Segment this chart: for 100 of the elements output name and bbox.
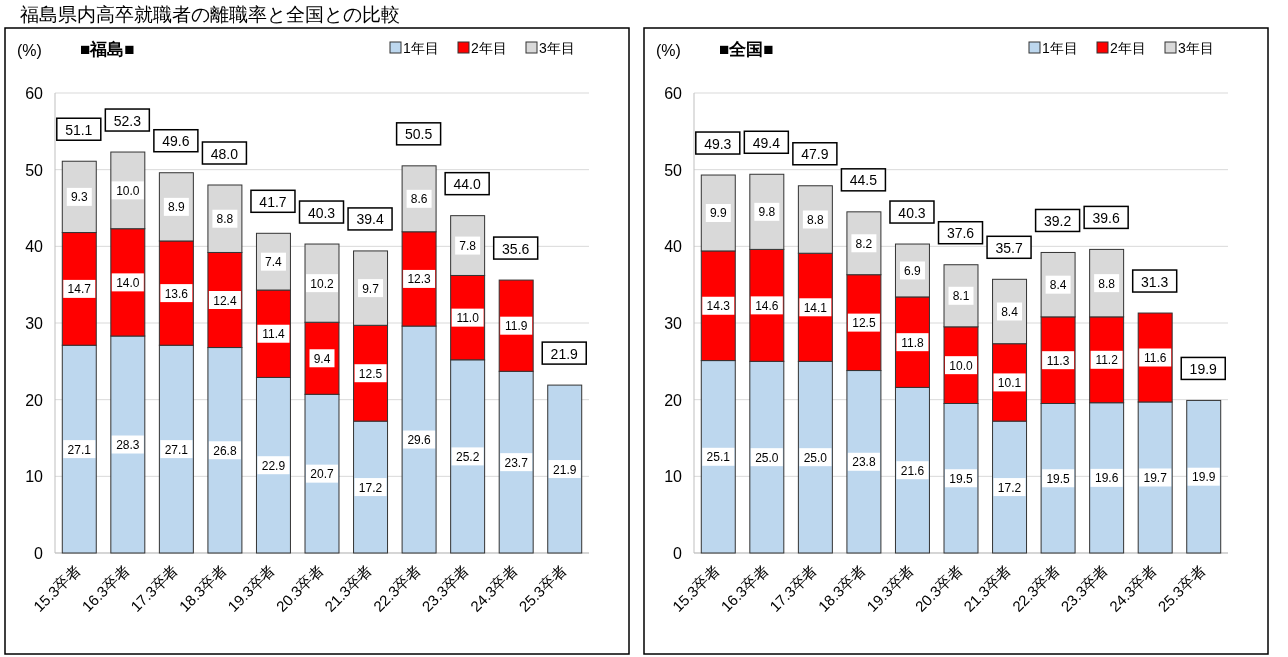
total-label: 49.3 bbox=[704, 135, 732, 152]
data-label: 19.5 bbox=[1046, 471, 1071, 486]
y-tick-label: 20 bbox=[25, 391, 44, 409]
data-label: 6.9 bbox=[904, 263, 922, 278]
y-tick-label: 0 bbox=[34, 545, 44, 562]
data-label: 8.4 bbox=[1001, 305, 1019, 319]
data-label: 19.9 bbox=[1192, 470, 1216, 485]
total-label: 39.2 bbox=[1043, 212, 1072, 229]
y-tick-label: 60 bbox=[664, 85, 683, 102]
data-label: 11.3 bbox=[1046, 353, 1070, 368]
y-tick-label: 0 bbox=[673, 545, 683, 562]
total-label: 48.0 bbox=[210, 145, 239, 162]
data-label: 11.8 bbox=[901, 335, 925, 350]
legend-label: 2年目 bbox=[1110, 40, 1146, 56]
data-label: 10.0 bbox=[116, 183, 140, 198]
legend-label: 3年目 bbox=[539, 40, 575, 56]
data-label: 12.5 bbox=[852, 316, 876, 331]
data-label: 8.8 bbox=[216, 212, 234, 227]
y-tick-label: 30 bbox=[664, 315, 683, 332]
data-label: 14.0 bbox=[116, 275, 140, 290]
data-label: 11.2 bbox=[1095, 353, 1119, 368]
total-label: 49.4 bbox=[752, 134, 781, 151]
total-label: 49.6 bbox=[162, 133, 190, 150]
data-label: 14.3 bbox=[706, 299, 731, 314]
chart-title: 福島県内高卒就職者の離職率と全国との比較 bbox=[20, 4, 400, 25]
total-label: 35.7 bbox=[995, 239, 1023, 256]
data-label: 11.0 bbox=[456, 311, 480, 326]
total-label: 37.6 bbox=[946, 225, 975, 242]
total-label: 52.3 bbox=[113, 112, 142, 129]
data-label: 12.3 bbox=[407, 272, 432, 287]
data-label: 20.7 bbox=[310, 467, 334, 482]
data-label: 17.2 bbox=[997, 480, 1022, 495]
data-label: 22.9 bbox=[261, 458, 286, 473]
data-label: 19.6 bbox=[1094, 471, 1119, 486]
total-label: 51.1 bbox=[65, 121, 93, 138]
data-label: 9.3 bbox=[70, 190, 88, 205]
data-label: 8.1 bbox=[952, 289, 970, 304]
y-tick-label: 30 bbox=[25, 315, 44, 332]
data-label: 10.1 bbox=[997, 375, 1022, 390]
data-label: 23.8 bbox=[852, 455, 876, 470]
data-label: 11.4 bbox=[262, 327, 286, 342]
data-label: 27.1 bbox=[164, 442, 189, 457]
legend-label: 3年目 bbox=[1178, 40, 1214, 56]
total-label: 47.9 bbox=[801, 146, 829, 163]
total-label: 44.5 bbox=[849, 172, 878, 189]
y-tick-label: 50 bbox=[25, 161, 44, 179]
data-label: 7.8 bbox=[459, 239, 477, 254]
total-label: 39.4 bbox=[356, 211, 384, 228]
data-label: 8.6 bbox=[410, 192, 428, 207]
data-label: 29.6 bbox=[407, 433, 432, 448]
data-label: 11.9 bbox=[504, 319, 528, 334]
chart-subtitle: ■全国■ bbox=[719, 40, 774, 59]
total-label: 41.7 bbox=[259, 193, 287, 210]
data-label: 8.8 bbox=[807, 213, 825, 227]
total-label: 40.3 bbox=[307, 204, 336, 221]
y-tick-label: 10 bbox=[664, 468, 683, 486]
data-label: 19.7 bbox=[1143, 470, 1168, 485]
data-label: 9.7 bbox=[362, 281, 380, 296]
legend-label: 1年目 bbox=[1042, 40, 1078, 56]
bar bbox=[1186, 399, 1222, 554]
data-label: 7.4 bbox=[265, 255, 283, 270]
total-label: 35.6 bbox=[502, 240, 530, 257]
total-label: 21.9 bbox=[550, 345, 579, 362]
legend-label: 2年目 bbox=[471, 40, 507, 56]
total-label: 19.9 bbox=[1189, 360, 1218, 377]
data-label: 11.6 bbox=[1143, 351, 1167, 365]
data-label: 8.8 bbox=[1098, 276, 1116, 291]
data-label: 9.9 bbox=[709, 206, 727, 221]
data-label: 8.4 bbox=[1049, 278, 1067, 293]
data-label: 8.9 bbox=[168, 200, 186, 215]
data-label: 10.2 bbox=[310, 276, 334, 291]
total-label: 31.3 bbox=[1141, 273, 1169, 290]
data-label: 14.6 bbox=[755, 298, 779, 313]
total-label: 40.3 bbox=[898, 204, 926, 221]
data-label: 25.2 bbox=[455, 449, 480, 464]
data-label: 25.0 bbox=[755, 450, 779, 465]
data-label: 9.4 bbox=[313, 351, 331, 366]
data-label: 25.1 bbox=[706, 450, 731, 465]
legend-label: 1年目 bbox=[403, 40, 439, 56]
total-label: 50.5 bbox=[404, 126, 433, 143]
data-label: 21.9 bbox=[553, 462, 577, 477]
y-tick-label: 10 bbox=[25, 468, 44, 486]
y-tick-label: 50 bbox=[664, 161, 683, 179]
y-axis-title: (%) bbox=[656, 42, 681, 59]
data-label: 23.7 bbox=[504, 455, 529, 470]
data-label: 13.6 bbox=[164, 286, 189, 301]
data-label: 14.1 bbox=[803, 300, 828, 315]
y-tick-label: 20 bbox=[664, 391, 683, 409]
y-tick-label: 60 bbox=[25, 85, 44, 102]
data-label: 9.8 bbox=[758, 205, 776, 220]
data-label: 26.8 bbox=[213, 443, 237, 458]
bar bbox=[547, 384, 583, 554]
data-label: 21.6 bbox=[900, 463, 925, 478]
data-label: 12.4 bbox=[213, 293, 237, 308]
total-label: 44.0 bbox=[453, 176, 481, 193]
data-label: 14.7 bbox=[67, 282, 92, 297]
data-label: 28.3 bbox=[116, 438, 140, 453]
data-label: 8.2 bbox=[855, 236, 873, 251]
data-label: 10.0 bbox=[949, 358, 973, 373]
chart-subtitle: ■福島■ bbox=[80, 40, 135, 59]
